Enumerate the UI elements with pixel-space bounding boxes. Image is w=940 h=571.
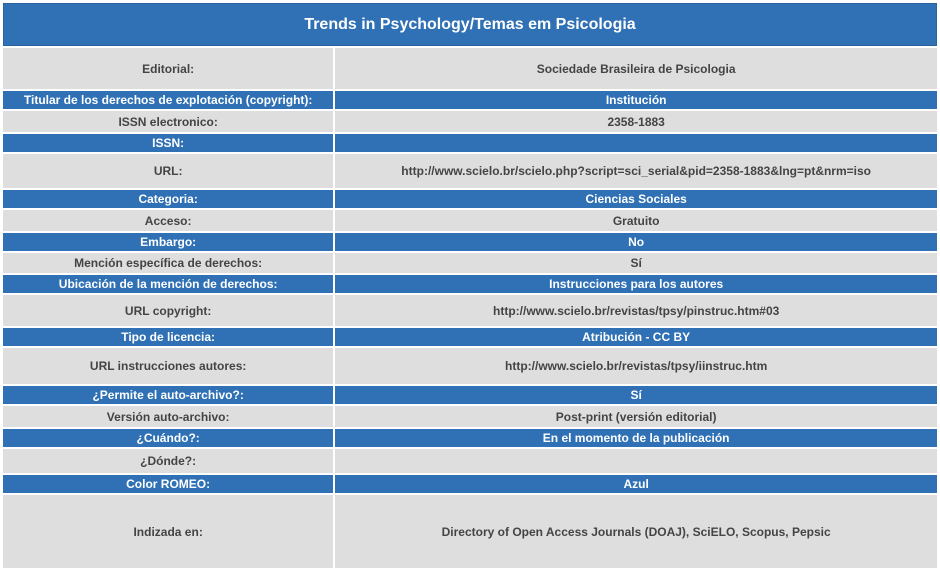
label-editorial: Editorial: xyxy=(3,48,334,89)
value-where xyxy=(335,449,937,473)
value-when: En el momento de la publicación xyxy=(335,429,937,447)
row-editorial: Editorial: Sociedade Brasileira de Psico… xyxy=(3,48,937,89)
value-url-author-instructions[interactable]: http://www.scielo.br/revistas/tpsy/iinst… xyxy=(335,348,937,384)
value-copyright-holder: Institución xyxy=(335,91,937,109)
row-category: Categoria: Ciencias Sociales xyxy=(3,190,937,208)
value-embargo: No xyxy=(335,233,937,251)
row-embargo: Embargo: No xyxy=(3,233,937,251)
label-rights-location: Ubicación de la mención de derechos: xyxy=(3,275,334,293)
row-when: ¿Cuándo?: En el momento de la publicació… xyxy=(3,429,937,447)
label-where: ¿Dónde?: xyxy=(3,449,334,473)
label-embargo: Embargo: xyxy=(3,233,334,251)
label-url-author-instructions: URL instrucciones autores: xyxy=(3,348,334,384)
label-self-archiving: ¿Permite el auto-archivo?: xyxy=(3,386,334,404)
value-self-archiving: Sí xyxy=(335,386,937,404)
label-copyright-holder: Titular de los derechos de explotación (… xyxy=(3,91,334,109)
label-url-copyright: URL copyright: xyxy=(3,295,334,326)
label-category: Categoria: xyxy=(3,190,334,208)
row-issn-electronic: ISSN electronico: 2358-1883 xyxy=(3,111,937,132)
value-issn xyxy=(335,134,937,152)
value-rights-location: Instrucciones para los autores xyxy=(335,275,937,293)
row-access: Acceso: Gratuito xyxy=(3,210,937,231)
value-category: Ciencias Sociales xyxy=(335,190,937,208)
row-url-copyright: URL copyright: http://www.scielo.br/revi… xyxy=(3,295,937,326)
row-where: ¿Dónde?: xyxy=(3,449,937,473)
page-title: Trends in Psychology/Temas em Psicologia xyxy=(3,3,937,46)
value-rights-mention: Sí xyxy=(335,253,937,273)
row-rights-mention: Mención específica de derechos: Sí xyxy=(3,253,937,273)
row-license-type: Tipo de licencia: Atribución - CC BY xyxy=(3,328,937,346)
label-issn: ISSN: xyxy=(3,134,334,152)
value-issn-electronic: 2358-1883 xyxy=(335,111,937,132)
label-rights-mention: Mención específica de derechos: xyxy=(3,253,334,273)
label-issn-electronic: ISSN electronico: xyxy=(3,111,334,132)
label-self-archiving-version: Versión auto-archivo: xyxy=(3,406,334,427)
value-access: Gratuito xyxy=(335,210,937,231)
value-url[interactable]: http://www.scielo.br/scielo.php?script=s… xyxy=(335,154,937,188)
value-license-type: Atribución - CC BY xyxy=(335,328,937,346)
value-self-archiving-version: Post-print (versión editorial) xyxy=(335,406,937,427)
row-copyright-holder: Titular de los derechos de explotación (… xyxy=(3,91,937,109)
row-indexed-in: Indizada en: Directory of Open Access Jo… xyxy=(3,495,937,568)
value-romeo-color: Azul xyxy=(335,475,937,493)
label-when: ¿Cuándo?: xyxy=(3,429,334,447)
label-romeo-color: Color ROMEO: xyxy=(3,475,334,493)
row-romeo-color: Color ROMEO: Azul xyxy=(3,475,937,493)
row-issn: ISSN: xyxy=(3,134,937,152)
label-url: URL: xyxy=(3,154,334,188)
label-license-type: Tipo de licencia: xyxy=(3,328,334,346)
label-access: Acceso: xyxy=(3,210,334,231)
value-url-copyright[interactable]: http://www.scielo.br/revistas/tpsy/pinst… xyxy=(335,295,937,326)
value-indexed-in: Directory of Open Access Journals (DOAJ)… xyxy=(335,495,937,568)
row-self-archiving-version: Versión auto-archivo: Post-print (versió… xyxy=(3,406,937,427)
row-rights-location: Ubicación de la mención de derechos: Ins… xyxy=(3,275,937,293)
label-indexed-in: Indizada en: xyxy=(3,495,334,568)
value-editorial: Sociedade Brasileira de Psicologia xyxy=(335,48,937,89)
row-self-archiving: ¿Permite el auto-archivo?: Sí xyxy=(3,386,937,404)
row-url: URL: http://www.scielo.br/scielo.php?scr… xyxy=(3,154,937,188)
row-url-author-instructions: URL instrucciones autores: http://www.sc… xyxy=(3,348,937,384)
